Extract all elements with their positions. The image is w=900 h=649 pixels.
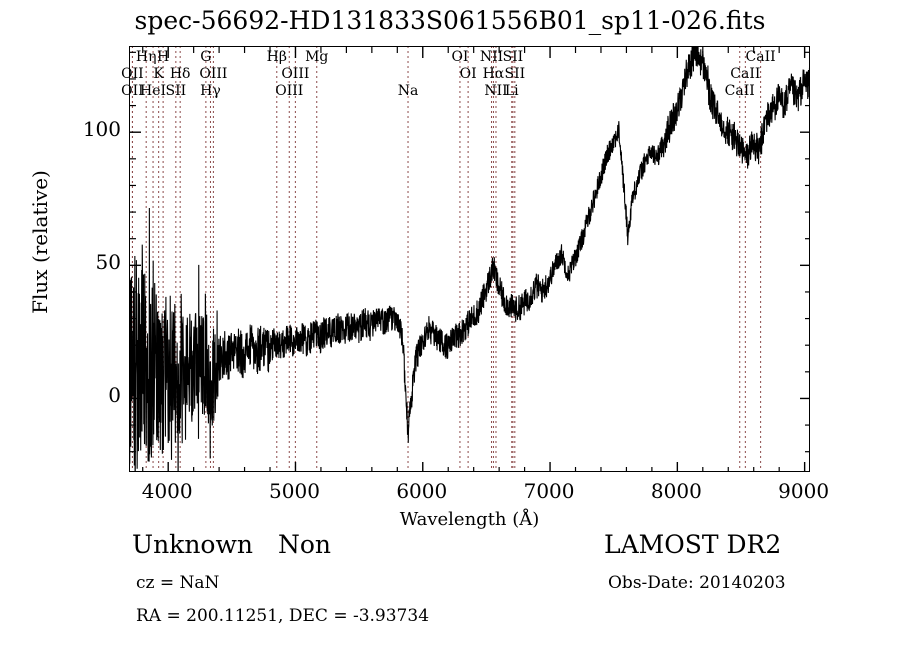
line-label-NII-6583-20: NII — [484, 83, 508, 99]
line-label-SII-6731-22: SII — [504, 66, 526, 82]
x-tick-5000: 5000 — [269, 479, 320, 503]
line-label-SII-4068-6: SII — [165, 83, 187, 99]
line-label-OII-3727-1: OII — [121, 83, 144, 99]
obs-date: Obs-Date: 20140203 — [608, 573, 786, 593]
spectrum-trace — [129, 46, 810, 472]
line-label-CaII-8662-26: CaII — [745, 49, 776, 65]
line-label-K-3933-4: K — [153, 66, 164, 82]
x-tick-4000: 4000 — [141, 479, 193, 503]
line-label-OI-6364-17: OI — [459, 66, 477, 82]
axis-ticks — [130, 47, 810, 472]
x-tick-6000: 6000 — [396, 479, 448, 503]
line-label-OII-3727-0: OII — [121, 66, 144, 82]
line-label-H-4340-9: Hγ — [200, 83, 221, 99]
object-class: Unknown — [132, 530, 253, 559]
line-label-OIII-4363-10: OIII — [199, 66, 228, 82]
line-label-SII-6716-21: SII — [502, 49, 524, 65]
line-label-NII-6548-18: NII — [479, 49, 504, 65]
coordinates: RA = 200.11251, DEC = -3.93734 — [136, 606, 430, 626]
y-tick-50: 50 — [95, 250, 121, 275]
y-tick-0: 0 — [108, 383, 121, 408]
line-label-H-4861-11: Hβ — [266, 49, 287, 65]
line-label-H-3968-5: H — [157, 49, 170, 65]
line-label-H-3835-2: Hη — [135, 49, 157, 65]
line-label-G-4304-8: G — [200, 49, 212, 65]
x-axis-title: Wavelength (Å) — [399, 509, 540, 530]
survey-name: LAMOST DR2 — [604, 530, 782, 559]
y-axis-title: Flux (relative) — [28, 170, 52, 314]
line-label-CaII-8498-24: CaII — [724, 83, 755, 99]
object-subclass: Non — [278, 530, 332, 559]
y-tick-100: 100 — [82, 117, 121, 142]
x-tick-8000: 8000 — [650, 479, 702, 503]
line-label-Na-5892-15: Na — [397, 83, 419, 99]
spectral-line-labels: OII OII Hη HeI K H SII Hδ G Hγ OIII Hβ OIII OIII Mg Na O… — [0, 0, 900, 110]
line-label-HeI-3889-3: HeI — [140, 83, 167, 99]
y-axis-tick-labels: 0 50 100 — [55, 0, 121, 649]
x-tick-7000: 7000 — [523, 479, 575, 503]
line-label-H-4102-7: Hδ — [169, 66, 191, 82]
page-title: spec-56692-HD131833S061556B01_sp11-026.f… — [134, 6, 766, 35]
x-tick-9000: 9000 — [778, 479, 830, 503]
x-axis-tick-labels: 4000 5000 6000 7000 8000 9000 — [0, 479, 900, 509]
line-label-Li-6707-23: Li — [504, 83, 519, 99]
line-label-OIII-5007-13: OIII — [281, 66, 310, 82]
plot-frame — [129, 46, 810, 472]
footer-metadata: Unknown Non LAMOST DR2 cz = NaN Obs-Date… — [0, 528, 900, 649]
line-label-CaII-8542-25: CaII — [730, 66, 761, 82]
line-label-OI-6300-16: OI — [451, 49, 469, 65]
line-label-OIII-4959-12: OIII — [275, 83, 304, 99]
cz-value: cz = NaN — [136, 573, 220, 593]
line-label-H-6563-19: Hα — [482, 66, 505, 82]
line-label-Mg-5175-14: Mg — [305, 49, 329, 65]
